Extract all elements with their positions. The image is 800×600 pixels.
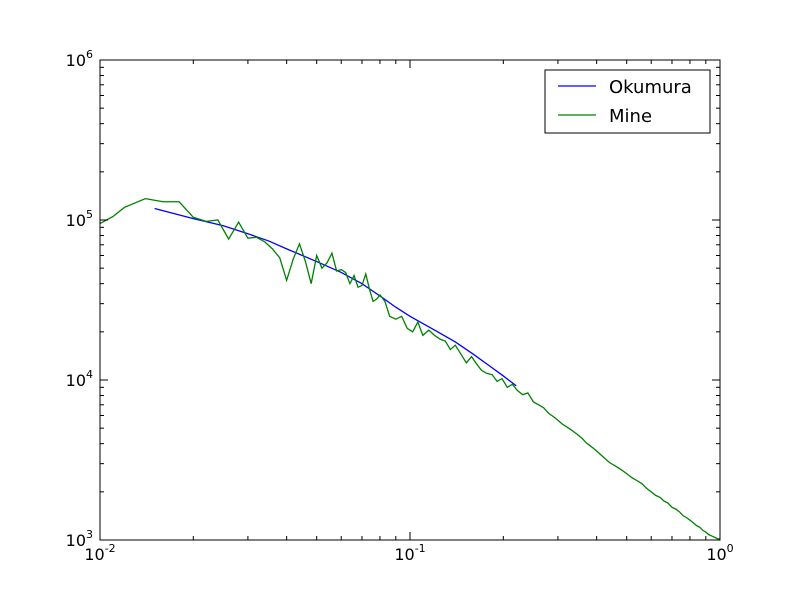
legend-box <box>544 69 711 134</box>
series-line-okumura <box>154 207 517 387</box>
x-tick-label: 10-2 <box>84 542 115 564</box>
x-tick-label: 10-1 <box>394 542 425 564</box>
plot-area <box>99 197 721 540</box>
y-tick-label: 103 <box>66 528 93 550</box>
legend-label-okumura: Okumura <box>609 77 692 98</box>
y-tick-label: 104 <box>66 368 93 390</box>
legend: Okumura Mine <box>544 69 711 134</box>
y-axis: 103 104 105 106 <box>66 48 720 550</box>
y-tick-label: 106 <box>66 48 93 70</box>
y-tick-label: 105 <box>66 208 93 230</box>
x-tick-label: 100 <box>706 542 733 564</box>
legend-label-mine: Mine <box>609 106 652 127</box>
series-line-mine <box>99 197 721 540</box>
axes-frame <box>99 59 721 541</box>
